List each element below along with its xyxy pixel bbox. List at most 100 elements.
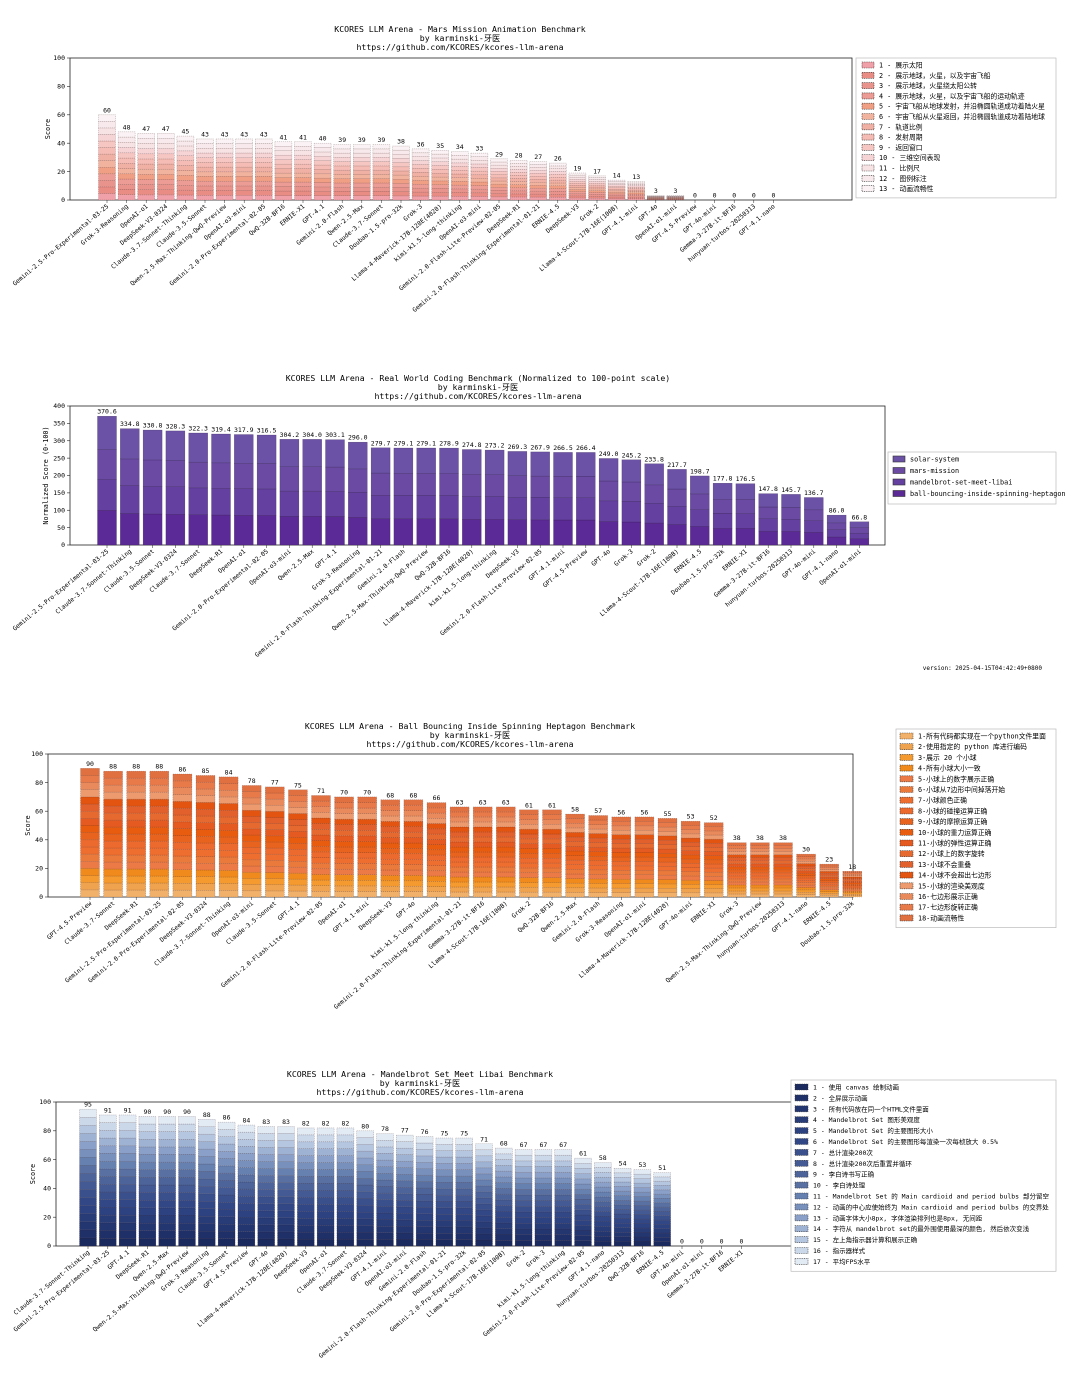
bar-segment <box>435 1201 454 1209</box>
bar-segment <box>534 1240 553 1247</box>
bar-segment <box>704 863 724 869</box>
bar-segment <box>178 1116 196 1125</box>
bar-segment <box>426 828 447 835</box>
value-label: 267.9 <box>530 443 550 451</box>
category-label: Claude-3.7-Sonnet-Thinking <box>13 1249 92 1317</box>
bar-segment <box>727 866 747 871</box>
bar <box>598 458 619 546</box>
value-label: 0 <box>713 192 717 200</box>
bar-segment <box>178 1154 196 1163</box>
value-label: 334.8 <box>120 420 140 428</box>
category-label: Gemini-2.5-Pro-Experimental-03-25 <box>12 1249 111 1334</box>
legend-label: 6 - Mandelbrot Set 的主要图形每渲染一次每桢放大 0.5% <box>813 1137 998 1146</box>
bar <box>530 451 550 546</box>
bar-segment <box>218 823 239 831</box>
bar-segment <box>542 877 562 883</box>
bar-segment <box>198 1148 216 1157</box>
bar-segment <box>138 1215 157 1224</box>
bar-segment <box>403 880 424 887</box>
bar-segment <box>149 833 169 842</box>
bar-segment <box>80 889 100 898</box>
bar-segment <box>470 181 489 186</box>
bar-segment <box>819 894 839 898</box>
category-label: GPT-4o <box>590 548 612 568</box>
bar-segment <box>529 196 547 201</box>
bar-segment <box>157 158 175 165</box>
bar-segment <box>325 466 345 492</box>
bar-segment <box>357 852 377 859</box>
bar-segment <box>680 833 701 839</box>
bar-segment <box>217 1129 236 1137</box>
bar-segment <box>257 1175 275 1183</box>
bar-segment <box>99 1207 117 1216</box>
bar-segment <box>99 1137 117 1146</box>
bar <box>507 451 528 546</box>
bar-segment <box>594 1240 612 1247</box>
bar-segment <box>653 1232 671 1238</box>
bar-segment <box>415 1162 434 1169</box>
bar-segment <box>348 441 368 470</box>
bar-segment <box>98 186 116 194</box>
legend-swatch <box>899 818 914 825</box>
bar-segment <box>274 195 293 201</box>
bar-segment <box>529 179 547 183</box>
legend-swatch <box>899 775 914 783</box>
bar-segment <box>242 828 262 836</box>
bar-segment <box>680 867 701 872</box>
bar-segment <box>380 864 400 871</box>
bar-segment <box>279 439 300 467</box>
bar-segment <box>257 1126 275 1134</box>
bar-segment <box>79 1237 97 1247</box>
bar-segment <box>137 143 155 149</box>
bar-segment <box>519 867 539 873</box>
bar-segment <box>294 195 312 201</box>
bar-segment <box>99 1168 117 1177</box>
bar-segment <box>496 856 516 863</box>
bar-segment <box>357 874 377 881</box>
chart-subtitle: by karminski-牙医 <box>438 382 518 392</box>
bar-segment <box>621 459 642 483</box>
bar-segment <box>842 876 862 879</box>
bar-segment <box>372 174 391 179</box>
bar-segment <box>534 1200 553 1207</box>
bar-segment <box>157 133 175 139</box>
bar-segment <box>311 874 331 881</box>
bar-segment <box>158 1238 176 1247</box>
bar <box>178 1116 196 1247</box>
value-label: 70 <box>363 788 371 796</box>
bar-segment <box>195 782 216 790</box>
bar-segment <box>137 153 155 160</box>
bar-segment <box>218 876 239 884</box>
bar-segment <box>470 156 489 161</box>
bar <box>667 469 687 546</box>
bar <box>473 806 493 898</box>
bar-segment <box>126 819 146 828</box>
bar <box>495 1147 513 1247</box>
bar-segment <box>431 173 449 178</box>
bar-segment <box>172 862 193 870</box>
bar-segment <box>234 488 254 516</box>
bar-segment <box>126 826 146 835</box>
bar-segment <box>750 881 770 886</box>
bar-segment <box>392 145 410 151</box>
bar-segment <box>796 863 816 867</box>
bar-segment <box>403 821 424 827</box>
bar-segment <box>750 887 770 892</box>
bar-segment <box>237 1181 256 1190</box>
bar-segment <box>704 830 724 836</box>
bar <box>288 789 308 898</box>
bar-segment <box>607 181 626 184</box>
category-label: Grok-3 <box>718 900 740 920</box>
bar-segment <box>297 1169 315 1177</box>
bar-segment <box>849 527 870 534</box>
bar-segment <box>634 852 655 858</box>
bar-segment <box>393 447 414 474</box>
bar-segment <box>103 826 123 835</box>
value-label: 48 <box>123 123 131 131</box>
bar-segment <box>588 179 606 182</box>
value-label: 91 <box>104 1106 112 1114</box>
bar-segment <box>237 1188 256 1197</box>
bar-segment <box>627 185 645 188</box>
bar-segment <box>653 1185 671 1191</box>
bar-segment <box>336 1204 355 1212</box>
